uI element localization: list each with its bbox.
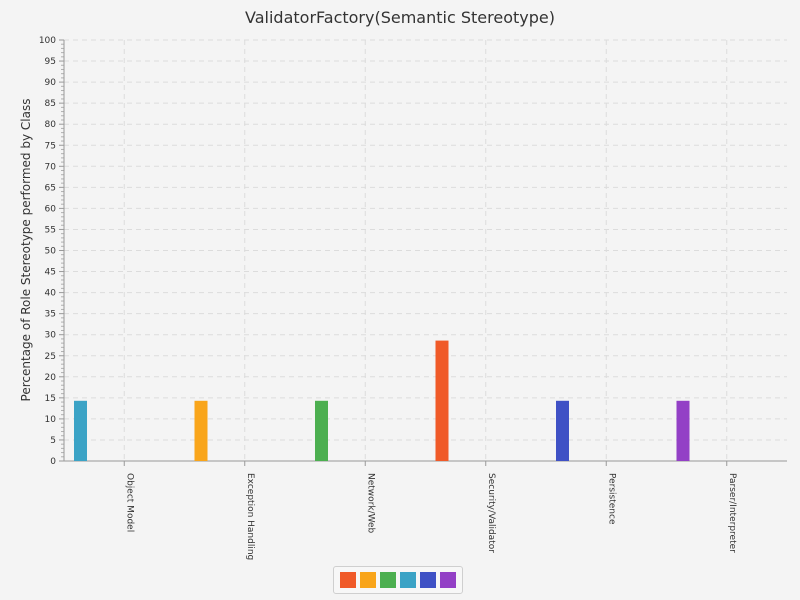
x-tick-label: Exception Handling <box>245 473 255 560</box>
y-tick-label: 85 <box>45 99 56 109</box>
y-tick-label: 0 <box>50 457 56 467</box>
y-tick-label: 100 <box>39 36 56 46</box>
legend <box>333 566 463 594</box>
bar <box>74 400 87 461</box>
y-tick-label: 70 <box>45 162 57 172</box>
axes <box>59 39 787 466</box>
bars <box>74 340 690 461</box>
y-axis-label: Percentage of Role Stereotype performed … <box>19 99 33 402</box>
y-tick-label: 50 <box>45 247 57 257</box>
bar <box>315 400 328 461</box>
y-tick-label: 80 <box>45 120 57 130</box>
bar <box>194 400 208 461</box>
chart-title: ValidatorFactory(Semantic Stereotype) <box>245 8 555 27</box>
legend-swatch <box>360 572 376 588</box>
y-tick-label: 25 <box>45 352 56 362</box>
y-tick-label: 90 <box>45 78 57 88</box>
x-tick-label: Object Model <box>124 473 134 532</box>
y-tick-label: 15 <box>45 394 56 404</box>
legend-swatch <box>380 572 396 588</box>
y-tick-label: 35 <box>45 310 56 320</box>
y-tick-label: 95 <box>45 57 56 67</box>
x-tick-label: Network/Web <box>365 473 375 534</box>
grid <box>64 39 787 461</box>
y-tick-label: 65 <box>45 183 56 193</box>
x-tick-label: Parser/Interpreter <box>727 473 737 553</box>
y-tick-label: 45 <box>45 268 56 278</box>
bar <box>556 400 569 461</box>
y-tick-label: 55 <box>45 225 56 235</box>
y-tick-label: 75 <box>45 141 56 151</box>
bar <box>676 400 690 461</box>
x-tick-label: Persistence <box>606 473 616 525</box>
tick-labels: 0 5 10 15 20 25 30 35 40 45 50 55 60 65 70 75 80 85 90 95 10… <box>39 36 737 560</box>
y-tick-label: 60 <box>45 204 57 214</box>
y-tick-label: 30 <box>45 331 57 341</box>
legend-swatch <box>420 572 436 588</box>
x-tick-label: Security/Validator <box>486 473 496 553</box>
legend-swatch <box>440 572 456 588</box>
y-tick-label: 20 <box>45 373 57 383</box>
legend-swatch <box>400 572 416 588</box>
legend-swatch <box>340 572 356 588</box>
bar <box>435 340 449 461</box>
y-tick-label: 5 <box>50 436 56 446</box>
y-tick-label: 10 <box>45 415 57 425</box>
y-tick-label: 40 <box>45 289 57 299</box>
